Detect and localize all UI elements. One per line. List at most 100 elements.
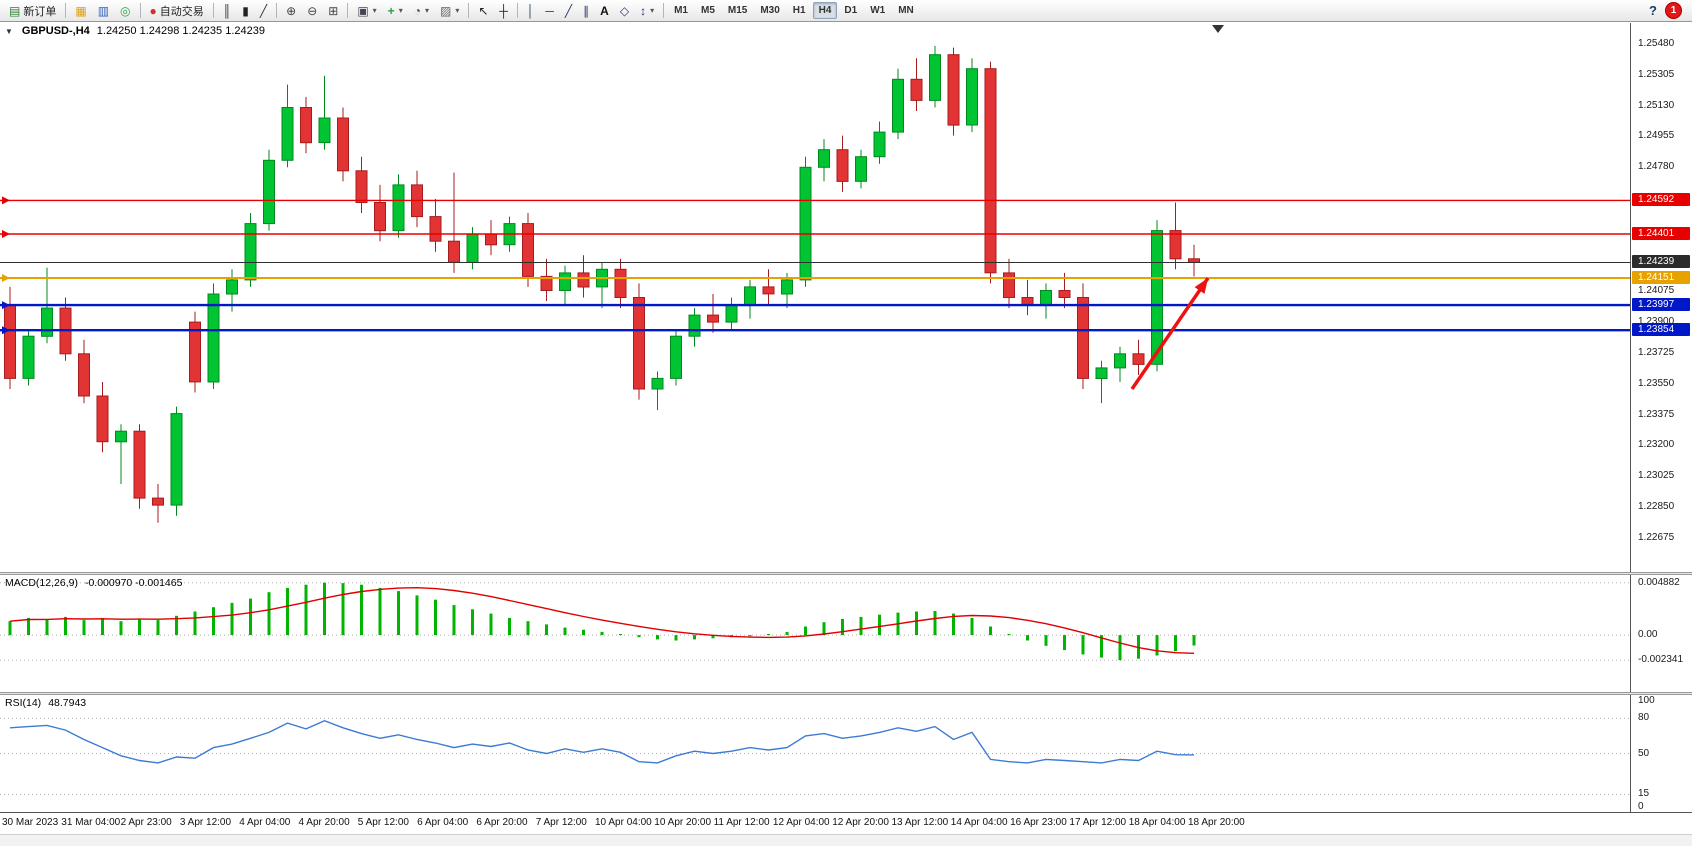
line-handle-icon[interactable] xyxy=(2,326,10,335)
auto-trading-button[interactable]: 自动交易 xyxy=(145,2,209,20)
new-order-button-label: 新订单 xyxy=(23,5,57,18)
timeframe-h1-button[interactable]: H1 xyxy=(792,5,806,16)
trendline-icon xyxy=(565,4,572,18)
timeframe-m1-button[interactable]: M1 xyxy=(674,5,688,16)
time-tick-label: 14 Apr 04:00 xyxy=(950,817,1008,828)
candle xyxy=(244,223,257,281)
rsi-label: RSI(14) xyxy=(5,697,42,709)
time-tick-label: 4 Apr 20:00 xyxy=(298,817,350,828)
line-handle-icon[interactable] xyxy=(2,274,10,282)
timeframe-mn-button[interactable]: MN xyxy=(898,5,914,16)
macd-bar xyxy=(230,602,234,636)
timeframe-w1-button[interactable]: W1 xyxy=(870,5,886,16)
candle xyxy=(910,78,923,101)
periods-button[interactable]: ▾ xyxy=(409,2,434,20)
bar-chart-button[interactable] xyxy=(218,2,237,20)
notification-badge[interactable]: 1 xyxy=(1665,2,1682,19)
time-tick-label: 2 Apr 23:00 xyxy=(120,817,172,828)
hline-icon xyxy=(545,4,554,18)
time-tick-label: 30 Mar 2023 xyxy=(2,817,59,828)
pane-splitter-rsi[interactable] xyxy=(0,692,1692,695)
time-tick-label: 6 Apr 04:00 xyxy=(417,817,469,828)
rsi-axis[interactable]: 100 80 50 15 0 xyxy=(1630,695,1692,812)
macd-bar xyxy=(138,619,141,636)
line-handle-icon[interactable] xyxy=(2,230,10,238)
macd-bar xyxy=(119,621,123,636)
price-axis[interactable]: 1.25480 1.25305 1.25130 1.24955 1.24780 1.240… xyxy=(1630,23,1692,572)
candle xyxy=(1077,297,1089,379)
text-label-button[interactable] xyxy=(595,2,614,20)
arrows-button[interactable]: ▾ xyxy=(635,2,659,20)
toolbar-separator xyxy=(139,3,141,18)
pane-splitter-macd[interactable] xyxy=(0,572,1692,575)
channel-icon xyxy=(583,4,589,18)
timeframe-d1-button[interactable]: D1 xyxy=(844,5,858,16)
zoom-in-button[interactable] xyxy=(281,2,301,20)
rsi-plot[interactable]: RSI(14) 48.7943 xyxy=(0,695,1630,812)
depth-of-market-button[interactable] xyxy=(70,2,91,20)
rsi-canvas[interactable] xyxy=(0,695,1630,812)
trend-arrow[interactable] xyxy=(1130,277,1210,390)
timeframe-m30-button[interactable]: M30 xyxy=(760,5,780,16)
terminal-button[interactable] xyxy=(93,2,114,20)
candle-chart-button[interactable] xyxy=(237,2,254,20)
strategy-tester-button[interactable] xyxy=(115,2,135,20)
chevron-down-icon: ▾ xyxy=(398,6,403,15)
indicators-icon xyxy=(388,4,395,18)
price-plot[interactable]: ▼ GBPUSD-,H4 1.24250 1.24298 1.24235 1.2… xyxy=(0,23,1630,572)
dom-icon xyxy=(75,4,86,18)
price-tick-label: 1.24955 xyxy=(1638,130,1675,142)
cursor-icon xyxy=(478,4,488,18)
trendline-button[interactable] xyxy=(560,2,577,20)
indicators-button[interactable]: ▾ xyxy=(383,2,408,20)
macd-bar xyxy=(563,627,567,636)
timeframe-m5-button[interactable]: M5 xyxy=(700,5,715,16)
macd-axis-label: 0.004882 xyxy=(1638,576,1680,588)
vertical-line-button[interactable] xyxy=(522,2,540,20)
macd-bar xyxy=(360,584,363,636)
crosshair-button[interactable] xyxy=(494,2,513,20)
macd-bar xyxy=(970,617,974,636)
candle xyxy=(1058,290,1071,298)
line-chart-button[interactable] xyxy=(255,2,272,20)
macd-axis[interactable]: 0.004882 0.00 -0.002341 xyxy=(1630,575,1692,692)
cursor-button[interactable] xyxy=(473,2,493,20)
candle xyxy=(1169,230,1182,260)
macd-bar xyxy=(267,592,271,636)
timeframe-m15-button[interactable]: M15 xyxy=(727,5,748,16)
candle xyxy=(651,377,664,390)
channel-button[interactable] xyxy=(578,2,594,20)
macd-bar xyxy=(323,582,326,636)
candle xyxy=(855,156,867,182)
macd-axis-label: -0.002341 xyxy=(1638,654,1684,666)
candle xyxy=(818,149,830,168)
macd-bar xyxy=(471,609,474,636)
tile-windows-button[interactable] xyxy=(323,2,343,20)
new-order-button[interactable]: 新订单 xyxy=(4,2,61,20)
templates-button[interactable]: ▾ xyxy=(435,2,464,20)
macd-bar xyxy=(767,634,770,636)
price-tick-label: 1.23550 xyxy=(1638,377,1675,389)
vline-icon xyxy=(527,4,535,18)
macd-values: -0.000970 -0.001465 xyxy=(84,577,183,589)
line-handle-icon[interactable] xyxy=(2,196,10,205)
shapes-button[interactable] xyxy=(615,2,634,20)
rsi-pane[interactable]: RSI(14) 48.7943 100 80 50 15 0 xyxy=(0,695,1692,812)
line-handle-icon[interactable] xyxy=(2,301,10,310)
macd-bar xyxy=(1192,635,1196,646)
candle xyxy=(337,117,349,172)
time-axis[interactable]: 30 Mar 2023 31 Mar 04:00 2 Apr 23:00 3 Apr … xyxy=(0,812,1692,834)
timeframe-h4-button[interactable]: H4 xyxy=(812,2,838,19)
horizontal-line-button[interactable] xyxy=(540,2,559,20)
macd-canvas[interactable] xyxy=(0,575,1630,692)
macd-pane[interactable]: MACD(12,26,9) -0.000970 -0.001465 0.0048… xyxy=(0,575,1692,692)
price-tick-label: 1.23725 xyxy=(1638,346,1675,358)
price-chart-canvas[interactable] xyxy=(0,23,1630,572)
help-button[interactable]: ? xyxy=(1649,3,1657,18)
candle xyxy=(1095,367,1108,379)
zoom-out-button[interactable] xyxy=(302,2,322,20)
price-chart-pane[interactable]: ▼ GBPUSD-,H4 1.24250 1.24298 1.24235 1.2… xyxy=(0,23,1692,572)
macd-plot[interactable]: MACD(12,26,9) -0.000970 -0.001465 xyxy=(0,575,1630,692)
arrange-windows-button[interactable]: ▾ xyxy=(352,2,381,20)
collapse-chart-icon[interactable]: ▼ xyxy=(5,27,13,36)
